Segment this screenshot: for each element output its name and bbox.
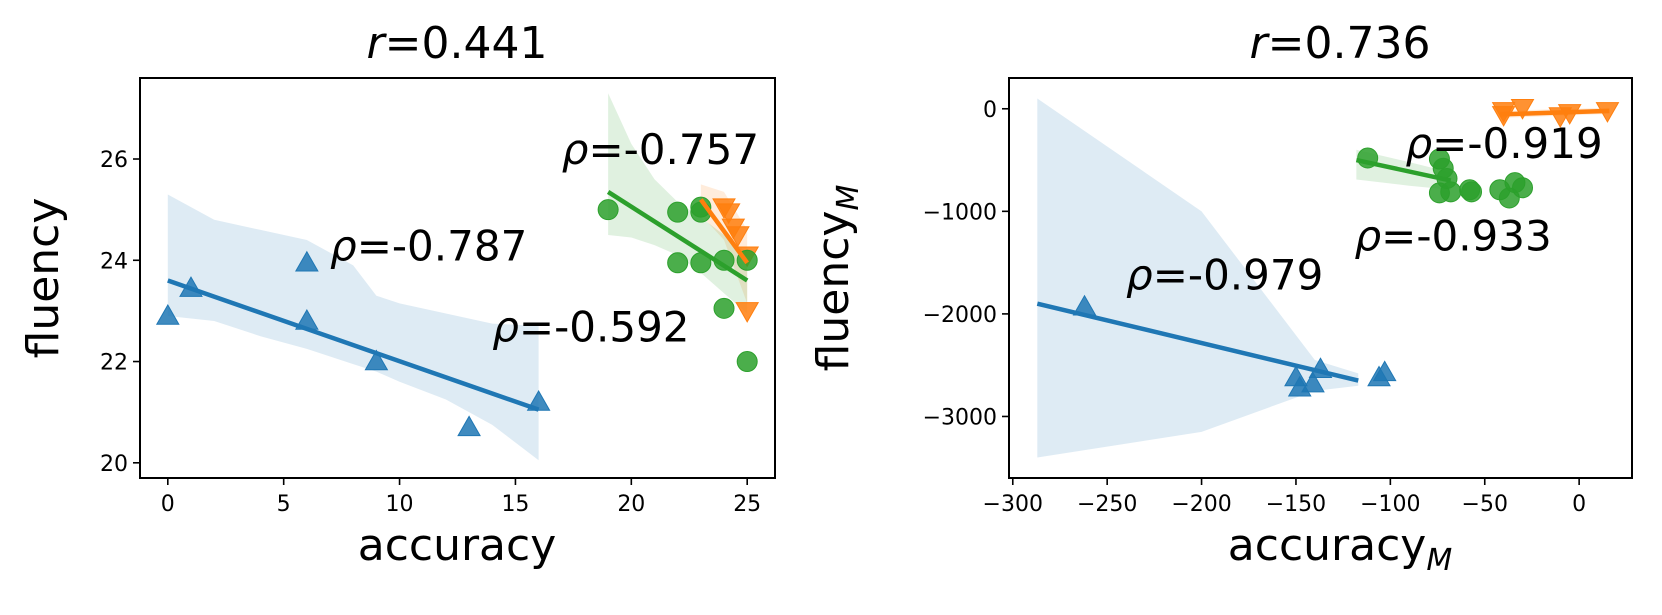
- data-point: [667, 201, 689, 223]
- title-value: =0.441: [385, 18, 548, 69]
- data-point: [735, 302, 760, 323]
- y-tick-label: 24: [100, 249, 128, 274]
- y-tick-label: 0: [983, 98, 997, 123]
- x-tick-label: 10: [386, 492, 414, 517]
- data-point: [155, 303, 180, 325]
- correlation-annotation: ρ=-0.919: [1405, 119, 1602, 168]
- x-tick-label: 25: [733, 492, 761, 517]
- x-tick-label: −250: [1077, 492, 1137, 517]
- data-point: [457, 415, 481, 437]
- rho-value: =-0.979: [1153, 250, 1324, 299]
- data-point: [736, 351, 758, 373]
- plot-frame: [139, 77, 776, 479]
- regression-line: [1036, 301, 1359, 383]
- x-tick-label: −200: [1171, 492, 1231, 517]
- y-tick-label: 26: [100, 148, 128, 173]
- rho-value: =-0.757: [588, 125, 759, 174]
- regression-line: [1499, 108, 1610, 117]
- x-tick-label: −300: [983, 492, 1043, 517]
- regression-line: [606, 190, 749, 283]
- y-axis-label-text: fluency: [808, 211, 859, 372]
- rho-symbol: ρ: [492, 302, 519, 351]
- x-tick-label: −100: [1360, 492, 1420, 517]
- data-point: [1372, 360, 1397, 382]
- x-tick-label: 20: [617, 492, 645, 517]
- data-point: [364, 349, 389, 371]
- title-symbol: r: [367, 18, 388, 69]
- chart-panel-2: −300 −250 −200 −150 −100 −50 0 0 −1000 −2000 −3000…: [808, 18, 1633, 578]
- confidence-band: [167, 194, 539, 461]
- x-axis-label-subscript: M: [1426, 543, 1452, 578]
- x-tick-label: 0: [1572, 492, 1586, 517]
- data-point: [716, 203, 741, 225]
- x-axis-label-text: accuracy: [1228, 520, 1427, 571]
- data-point: [690, 196, 712, 218]
- y-axis-label: fluency: [18, 198, 69, 359]
- y-tick-label: −3000: [923, 405, 997, 430]
- x-tick-label: 15: [501, 492, 529, 517]
- data-point: [1461, 181, 1483, 203]
- data-point: [667, 252, 689, 274]
- chart-title: r=0.736: [1250, 18, 1431, 69]
- plot-frame: [1008, 77, 1633, 479]
- rho-value: =-0.919: [1432, 119, 1603, 168]
- rho-symbol: ρ: [1354, 211, 1381, 260]
- y-tick-label: 20: [100, 452, 128, 477]
- data-point: [713, 297, 735, 319]
- data-point: [726, 226, 750, 247]
- x-tick-label: 5: [277, 492, 291, 517]
- title-value: =0.736: [1268, 18, 1431, 69]
- chart-panel-1: 0 5 10 15 20 25 20 22 24 26 r=0.441 accuracy fluency…: [18, 18, 776, 571]
- data-point: [1512, 177, 1534, 199]
- data-point: [1428, 182, 1450, 204]
- data-point: [1301, 371, 1325, 393]
- y-axis-label-subscript: M: [831, 185, 866, 211]
- plot-area: [1036, 98, 1620, 458]
- regression-line: [1355, 157, 1452, 183]
- rho-symbol: ρ: [330, 221, 357, 270]
- chart-title: r=0.441: [367, 18, 548, 69]
- rho-value: =-0.592: [519, 302, 690, 351]
- confidence-band: [1037, 98, 1359, 458]
- x-axis-label: accuracy: [358, 520, 557, 571]
- rho-value: =-0.787: [357, 221, 528, 270]
- data-point: [597, 199, 619, 221]
- correlation-annotation: ρ=-0.787: [330, 221, 527, 270]
- correlation-annotation: ρ=-0.979: [1126, 250, 1323, 299]
- y-tick-label: −1000: [923, 200, 997, 225]
- correlation-annotation: ρ=-0.592: [492, 302, 689, 351]
- x-tick-label: 0: [161, 492, 175, 517]
- correlation-annotation: ρ=-0.933: [1354, 211, 1551, 260]
- data-point: [1510, 98, 1535, 120]
- regression-line: [699, 198, 750, 265]
- x-axis-label-text: accuracy: [358, 520, 557, 571]
- rho-symbol: ρ: [1405, 119, 1432, 168]
- y-tick-label: 22: [100, 351, 128, 376]
- x-tick-label: −50: [1462, 492, 1508, 517]
- rho-value: =-0.933: [1381, 211, 1552, 260]
- plot-area: [155, 93, 760, 461]
- y-axis-label-text: fluency: [18, 198, 69, 359]
- title-symbol: r: [1250, 18, 1271, 69]
- correlation-annotation: ρ=-0.757: [562, 125, 759, 174]
- rho-symbol: ρ: [562, 125, 589, 174]
- data-point: [294, 250, 319, 272]
- y-tick-label: −2000: [923, 303, 997, 328]
- x-tick-label: −150: [1266, 492, 1326, 517]
- rho-symbol: ρ: [1126, 250, 1153, 299]
- y-axis-label: fluencyM: [808, 185, 866, 372]
- regression-line: [167, 278, 540, 412]
- x-axis-label: accuracyM: [1228, 520, 1453, 578]
